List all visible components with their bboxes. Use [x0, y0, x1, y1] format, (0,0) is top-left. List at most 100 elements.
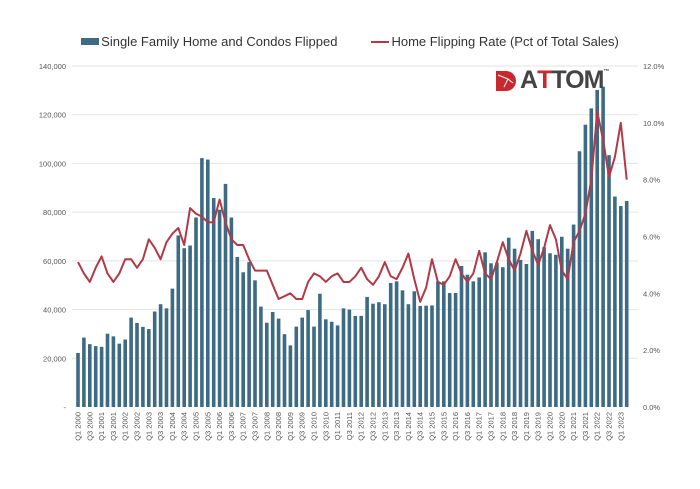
- bar: [595, 89, 599, 408]
- bar: [483, 252, 487, 407]
- bar: [436, 281, 440, 407]
- x-tick-label: Q1 2011: [333, 412, 342, 440]
- bar: [211, 198, 216, 407]
- y-right-tick-label: 6.0%: [643, 233, 660, 242]
- bar: [371, 303, 375, 407]
- bar: [542, 247, 546, 407]
- attom-logo: A T TOM ™: [494, 66, 609, 95]
- bar: [613, 196, 617, 407]
- x-tick-label: Q3 2020: [557, 412, 566, 441]
- y-right-tick-label: 4.0%: [643, 289, 660, 298]
- attom-logo-icon: [496, 70, 516, 91]
- x-tick-label: Q3 2002: [133, 412, 142, 441]
- bar: [377, 302, 381, 407]
- x-tick-label: Q1 2002: [121, 412, 130, 441]
- y-right-tick-label: 10.0%: [643, 119, 665, 128]
- legend-item-rate: Home Flipping Rate (Pct of Total Sales): [371, 34, 619, 49]
- x-tick-label: Q1 2018: [498, 412, 507, 441]
- y-right-tick-label: 2.0%: [643, 346, 660, 355]
- bar: [99, 346, 104, 407]
- y-left-tick-label: 60,000: [43, 257, 66, 266]
- x-tick-label: Q3 2003: [156, 412, 165, 441]
- bar: [495, 262, 499, 407]
- x-tick-label: Q1 2000: [74, 412, 83, 441]
- bar: [312, 326, 316, 407]
- bar: [129, 317, 133, 407]
- x-tick-label: Q3 2008: [274, 412, 283, 441]
- bar: [123, 339, 127, 407]
- bar: [223, 183, 228, 407]
- x-tick-label: Q1 2019: [522, 412, 531, 441]
- bar: [400, 290, 405, 407]
- bar: [170, 288, 175, 407]
- x-tick-label: Q3 2013: [392, 412, 401, 441]
- legend-swatch-line: [371, 40, 390, 43]
- bar: [135, 322, 139, 407]
- bar: [158, 304, 163, 407]
- y-right-tick-label: 12.0%: [643, 62, 665, 71]
- legend-label-flips: Single Family Home and Condos Flipped: [101, 34, 338, 49]
- bar: [501, 267, 505, 407]
- x-tick-label: Q3 2022: [605, 412, 614, 441]
- bar: [318, 293, 322, 407]
- legend-item-flips: Single Family Home and Condos Flipped: [81, 34, 337, 49]
- x-tick-label: Q3 2018: [510, 412, 519, 441]
- x-tick-label: Q1 2022: [593, 412, 602, 441]
- bar: [459, 265, 464, 407]
- y-left-tick-label: 80,000: [43, 208, 66, 217]
- y-left-tick-label: 100,000: [39, 159, 66, 168]
- legend-label-rate: Home Flipping Rate (Pct of Total Sales): [391, 34, 619, 49]
- bar: [406, 304, 411, 407]
- bar: [619, 206, 623, 407]
- bar: [259, 306, 263, 407]
- bar: [512, 248, 517, 407]
- bar: [383, 304, 387, 407]
- bar: [589, 108, 594, 407]
- bar: [530, 230, 535, 407]
- x-tick-label: Q1 2004: [168, 412, 177, 441]
- x-tick-label: Q1 2021: [569, 412, 578, 441]
- bar: [164, 308, 169, 407]
- bar: [353, 315, 358, 407]
- bar: [329, 321, 334, 407]
- x-tick-label: Q3 2015: [439, 412, 448, 441]
- bar: [141, 326, 145, 407]
- y-left-tick-label: 20,000: [43, 354, 66, 363]
- bar: [288, 345, 293, 407]
- bar: [76, 352, 80, 407]
- x-tick-label: Q1 2012: [357, 412, 366, 441]
- bar: [548, 253, 552, 407]
- bar: [518, 259, 523, 407]
- bar: [200, 158, 204, 407]
- bar: [276, 318, 281, 407]
- x-tick-label: Q3 2021: [581, 412, 590, 441]
- x-tick-label: Q3 2011: [345, 412, 354, 440]
- bar: [111, 336, 116, 407]
- bar: [294, 326, 299, 407]
- bar: [577, 151, 582, 407]
- bar: [359, 315, 363, 407]
- x-tick-label: Q3 2019: [534, 412, 543, 441]
- bar: [506, 237, 511, 407]
- x-tick-label: Q1 2015: [428, 412, 437, 441]
- x-tick-label: Q3 2005: [203, 412, 212, 441]
- x-tick-label: Q1 2010: [310, 412, 319, 441]
- attom-logo-a: A: [520, 66, 538, 94]
- bar: [453, 293, 458, 407]
- x-tick-label: Q3 2016: [463, 412, 472, 441]
- x-tick-label: Q1 2006: [215, 412, 224, 441]
- x-tick-label: Q3 2000: [85, 412, 94, 441]
- bar: [152, 311, 157, 407]
- bar: [560, 236, 564, 407]
- bar: [583, 124, 588, 407]
- x-tick-label: Q1 2017: [475, 412, 484, 441]
- x-tick-label: Q3 2007: [251, 412, 260, 441]
- x-tick-label: Q1 2005: [192, 412, 201, 441]
- x-tick-label: Q1 2009: [286, 412, 295, 441]
- bar: [447, 293, 452, 407]
- legend: Single Family Home and Condos Flipped Ho…: [0, 34, 700, 49]
- bar: [82, 337, 86, 407]
- y-left-tick-label: 40,000: [43, 306, 66, 315]
- x-tick-label: Q3 2006: [227, 412, 236, 441]
- bar: [489, 263, 493, 407]
